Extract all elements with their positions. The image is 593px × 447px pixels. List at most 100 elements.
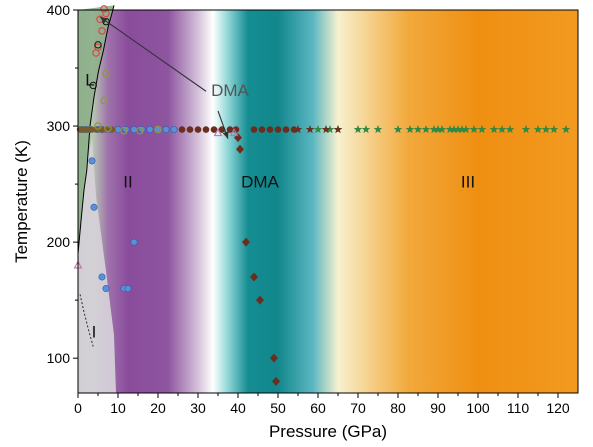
star-marker: [353, 125, 363, 134]
x-tick-label: 120: [546, 400, 570, 416]
data-markers: [73, 5, 571, 386]
circle-marker: [89, 81, 97, 90]
y-tick-label: 100: [47, 350, 71, 366]
circle-marker: [178, 126, 186, 133]
x-tick-label: 40: [230, 400, 246, 416]
circle-marker: [266, 126, 274, 133]
circle-marker: [290, 126, 298, 133]
circle-marker: [202, 126, 210, 133]
y-tick-label: 200: [47, 234, 71, 250]
circle-marker: [90, 203, 98, 211]
diamond-marker: [272, 376, 280, 386]
circle-marker: [186, 126, 194, 133]
circle-marker: [162, 126, 170, 134]
star-marker: [305, 125, 315, 134]
star-marker: [421, 125, 431, 134]
star-marker: [393, 125, 403, 134]
phase-l-region: [78, 5, 114, 254]
star-marker: [405, 125, 415, 134]
circle-marker: [98, 273, 106, 281]
circle-marker: [102, 70, 110, 78]
x-tick-label: 60: [310, 400, 326, 416]
phase-label: L: [85, 70, 94, 89]
circle-marker: [88, 157, 96, 165]
diamond-marker: [250, 272, 258, 282]
x-tick-label: 10: [110, 400, 126, 416]
circle-marker: [94, 41, 102, 49]
x-tick-label: 20: [150, 400, 166, 416]
circle-marker: [100, 5, 108, 13]
star-marker: [453, 125, 463, 134]
x-axis: 0 10 20 30 40 50 60 70 80 90 100 110 120: [74, 393, 570, 416]
diamond-marker: [270, 353, 278, 363]
diamond-marker: [236, 144, 244, 154]
circle-marker: [258, 126, 266, 133]
phase-label: DMA: [241, 173, 279, 192]
star-marker: [505, 125, 515, 134]
y-tick-label: 400: [47, 2, 71, 18]
diamond-marker: [256, 295, 264, 305]
circle-marker: [120, 126, 128, 135]
phase-label: III: [461, 173, 475, 192]
annotation-arrow-head: [100, 16, 108, 24]
star-marker: [413, 125, 423, 134]
circle-marker: [98, 27, 106, 35]
x-tick-label: 90: [430, 400, 446, 416]
phase-background: [78, 10, 578, 393]
circle-marker: [92, 49, 100, 57]
star-marker: [373, 125, 383, 134]
phase-boundary-i-line: [79, 294, 94, 347]
phase-i-region: [78, 137, 116, 393]
circle-marker: [100, 96, 108, 105]
circle-marker: [114, 126, 122, 134]
x-tick-label: 50: [270, 400, 286, 416]
star-marker: [333, 125, 343, 134]
star-marker: [541, 125, 551, 134]
circle-marker: [282, 126, 290, 133]
triangle-marker: [229, 128, 239, 137]
circle-marker: [94, 122, 102, 130]
circle-marker: [194, 126, 202, 133]
star-marker: [457, 125, 467, 134]
circle-marker: [250, 126, 258, 133]
x-tick-label: 100: [466, 400, 490, 416]
star-marker: [489, 125, 499, 134]
star-marker: [437, 125, 447, 134]
circle-marker: [130, 126, 138, 134]
star-marker: [477, 125, 487, 134]
y-axis: 100 200 300 400: [47, 2, 78, 366]
x-tick-label: 110: [507, 400, 530, 416]
star-marker: [521, 125, 531, 134]
star-marker: [549, 125, 559, 134]
star-marker: [321, 125, 331, 134]
circle-marker: [226, 126, 234, 133]
star-marker: [533, 125, 543, 134]
circle-marker: [124, 285, 132, 293]
diamond-marker: [242, 237, 250, 247]
star-marker: [469, 125, 479, 134]
plot-frame: [77, 9, 579, 394]
star-marker: [361, 125, 371, 134]
triangle-marker: [213, 128, 223, 137]
star-marker: [325, 125, 335, 134]
y-tick-label: 300: [47, 118, 71, 134]
star-marker: [461, 125, 471, 134]
x-tick-label: 0: [74, 400, 82, 416]
y-axis-label: Temperature (K): [12, 140, 31, 263]
x-axis-label: Pressure (GPa): [269, 422, 387, 441]
star-marker: [433, 125, 443, 134]
x-tick-label: 30: [190, 400, 206, 416]
circle-marker: [108, 126, 116, 133]
x-tick-label: 80: [390, 400, 406, 416]
star-marker: [497, 125, 507, 134]
circle-marker: [232, 126, 240, 133]
circle-marker: [274, 126, 282, 133]
circle-marker: [154, 125, 162, 134]
circle-marker: [102, 285, 110, 293]
circle-marker: [210, 126, 218, 133]
star-marker: [293, 125, 303, 134]
circle-marker: [170, 126, 178, 134]
